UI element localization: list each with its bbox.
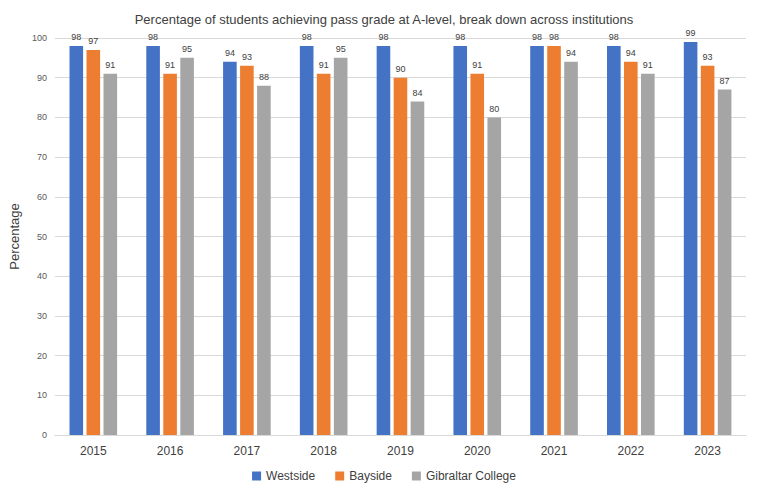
svg-text:70: 70	[37, 152, 47, 162]
svg-text:97: 97	[88, 36, 98, 46]
svg-text:0: 0	[42, 430, 47, 440]
svg-text:2023: 2023	[694, 444, 721, 458]
svg-text:98: 98	[378, 32, 388, 42]
svg-text:2020: 2020	[464, 444, 491, 458]
svg-text:Percentage: Percentage	[7, 203, 22, 270]
svg-text:98: 98	[455, 32, 465, 42]
svg-text:2016: 2016	[157, 444, 184, 458]
svg-text:94: 94	[566, 48, 576, 58]
svg-text:10: 10	[37, 390, 47, 400]
svg-text:88: 88	[259, 72, 269, 82]
svg-text:98: 98	[148, 32, 158, 42]
svg-text:87: 87	[720, 76, 730, 86]
svg-text:2022: 2022	[617, 444, 644, 458]
svg-text:98: 98	[532, 32, 542, 42]
svg-text:93: 93	[703, 52, 713, 62]
svg-text:91: 91	[643, 60, 653, 70]
svg-text:90: 90	[395, 64, 405, 74]
svg-text:91: 91	[105, 60, 115, 70]
svg-text:91: 91	[319, 60, 329, 70]
svg-text:98: 98	[71, 32, 81, 42]
svg-text:98: 98	[302, 32, 312, 42]
svg-text:Percentage of students achievi: Percentage of students achieving pass gr…	[135, 12, 634, 27]
svg-text:91: 91	[472, 60, 482, 70]
svg-text:94: 94	[626, 48, 636, 58]
svg-text:80: 80	[489, 104, 499, 114]
svg-text:20: 20	[37, 351, 47, 361]
svg-text:50: 50	[37, 232, 47, 242]
svg-text:Bayside: Bayside	[349, 469, 392, 483]
svg-text:60: 60	[37, 192, 47, 202]
svg-text:91: 91	[165, 60, 175, 70]
svg-text:84: 84	[412, 88, 422, 98]
svg-text:93: 93	[242, 52, 252, 62]
svg-text:30: 30	[37, 311, 47, 321]
svg-text:90: 90	[37, 73, 47, 83]
svg-text:99: 99	[686, 28, 696, 38]
svg-text:100: 100	[32, 33, 47, 43]
svg-text:95: 95	[182, 44, 192, 54]
svg-text:95: 95	[336, 44, 346, 54]
svg-text:98: 98	[609, 32, 619, 42]
svg-text:40: 40	[37, 271, 47, 281]
svg-text:Westside: Westside	[266, 469, 315, 483]
svg-text:2018: 2018	[310, 444, 337, 458]
svg-text:2021: 2021	[541, 444, 568, 458]
svg-text:2019: 2019	[387, 444, 414, 458]
svg-text:Gibraltar College: Gibraltar College	[426, 469, 516, 483]
svg-text:2017: 2017	[234, 444, 261, 458]
svg-text:80: 80	[37, 112, 47, 122]
svg-text:2015: 2015	[80, 444, 107, 458]
svg-text:94: 94	[225, 48, 235, 58]
svg-text:98: 98	[549, 32, 559, 42]
